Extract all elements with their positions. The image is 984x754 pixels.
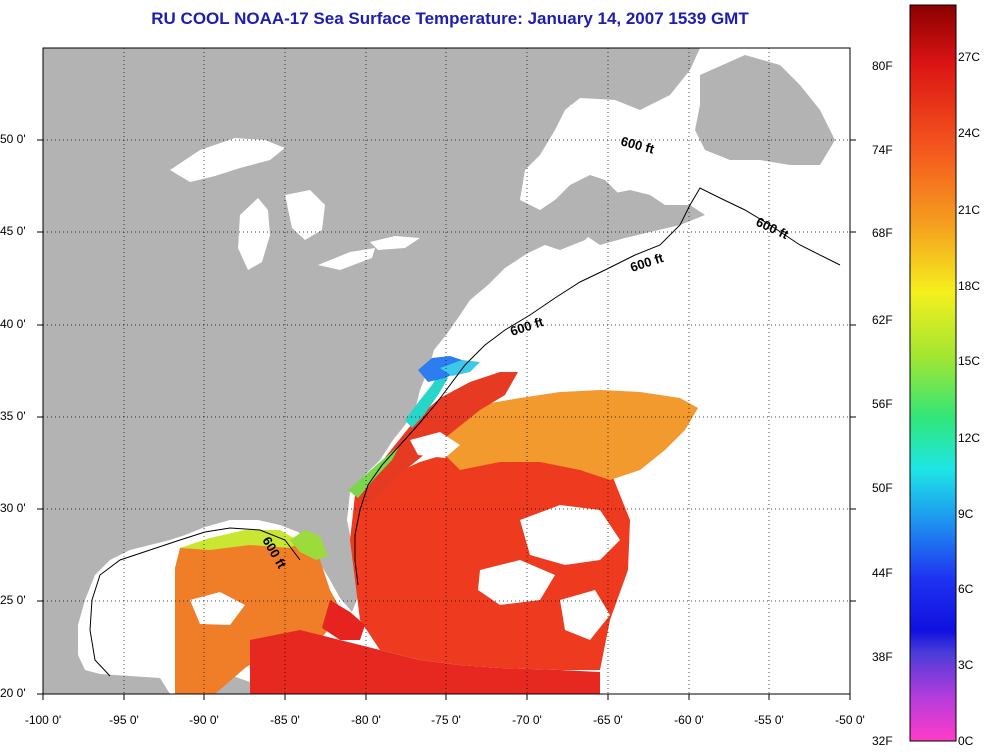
x-tick-label: -85 0': [270, 713, 300, 727]
sst-shelf-cyan: [405, 372, 448, 428]
bathymetry-gulf-contour: [89, 527, 301, 677]
map-tick-marks: [37, 139, 856, 700]
land-newfoundland: [695, 55, 835, 165]
colorbar-f-label: 32F: [872, 734, 893, 748]
lake-erie: [318, 248, 375, 270]
colorbar-c-label: 27C: [958, 50, 981, 64]
colorbar-c-label: 18C: [958, 279, 981, 293]
colorbar-c-label: 15C: [958, 354, 981, 368]
x-tick-label: -90 0': [189, 713, 219, 727]
colorbar-f-label: 74F: [872, 143, 893, 157]
sst-gulf-coast-cool: [180, 530, 300, 550]
colorbar-f-label: 80F: [872, 59, 893, 73]
y-tick-label: 25 0': [0, 593, 26, 607]
colorbar-c-label: 0C: [958, 734, 974, 748]
colorbar-f-label: 56F: [872, 397, 893, 411]
colorbar-f-label: 68F: [872, 226, 893, 240]
x-tick-label: -70 0': [512, 713, 542, 727]
y-tick-label: 40 0': [0, 317, 26, 331]
lake-huron: [285, 190, 325, 240]
x-tick-label: -100 0': [24, 713, 62, 727]
sst-caribbean: [250, 630, 600, 694]
colorbar-c-label: 24C: [958, 126, 981, 140]
colorbar-f-label: 62F: [872, 313, 893, 327]
x-tick-label: -80 0': [351, 713, 381, 727]
colorbar-c-label: 12C: [958, 431, 981, 445]
gulf-st-lawrence: [570, 100, 680, 190]
y-tick-label: 50 0': [0, 132, 26, 146]
colorbar-c-label: 9C: [958, 507, 974, 521]
sst-atlantic-orange: [440, 390, 698, 480]
x-tick-label: -75 0': [431, 713, 461, 727]
lake-michigan: [238, 198, 270, 270]
x-tick-label: -65 0': [593, 713, 623, 727]
colorbar-f-label: 38F: [872, 650, 893, 664]
sst-midatlantic-cyan: [440, 360, 480, 376]
bathymetry-600ft-contour: [354, 187, 841, 586]
map-title: RU COOL NOAA-17 Sea Surface Temperature:…: [151, 9, 749, 28]
y-tick-label: 30 0': [0, 501, 26, 515]
lake-ontario: [370, 236, 420, 250]
y-tick-label: 20 0': [0, 686, 26, 700]
sst-shelf-green: [348, 445, 400, 498]
land-north-america: [43, 48, 700, 694]
land-nova-scotia: [585, 190, 705, 245]
colorbar-f-label: 50F: [872, 481, 893, 495]
map-grid: [43, 48, 850, 694]
x-tick-label: -95 0': [109, 713, 139, 727]
colorbar-c-label: 21C: [958, 203, 981, 217]
sst-gulf-coast-green: [290, 530, 328, 560]
x-tick-label: -55 0': [754, 713, 784, 727]
y-tick-label: 35 0': [0, 409, 26, 423]
colorbar-f-label: 44F: [872, 566, 893, 580]
x-tick-label: -50 0': [835, 713, 865, 727]
colorbar-c-label: 3C: [958, 658, 974, 672]
lake-superior: [170, 138, 285, 182]
sst-atlantic-warm: [350, 445, 630, 670]
y-tick-label: 45 0': [0, 224, 26, 238]
sst-gulf-of-mexico: [175, 535, 342, 694]
sst-florida-strait: [322, 600, 365, 640]
x-tick-label: -60 0': [674, 713, 704, 727]
colorbar-c-label: 6C: [958, 582, 974, 596]
